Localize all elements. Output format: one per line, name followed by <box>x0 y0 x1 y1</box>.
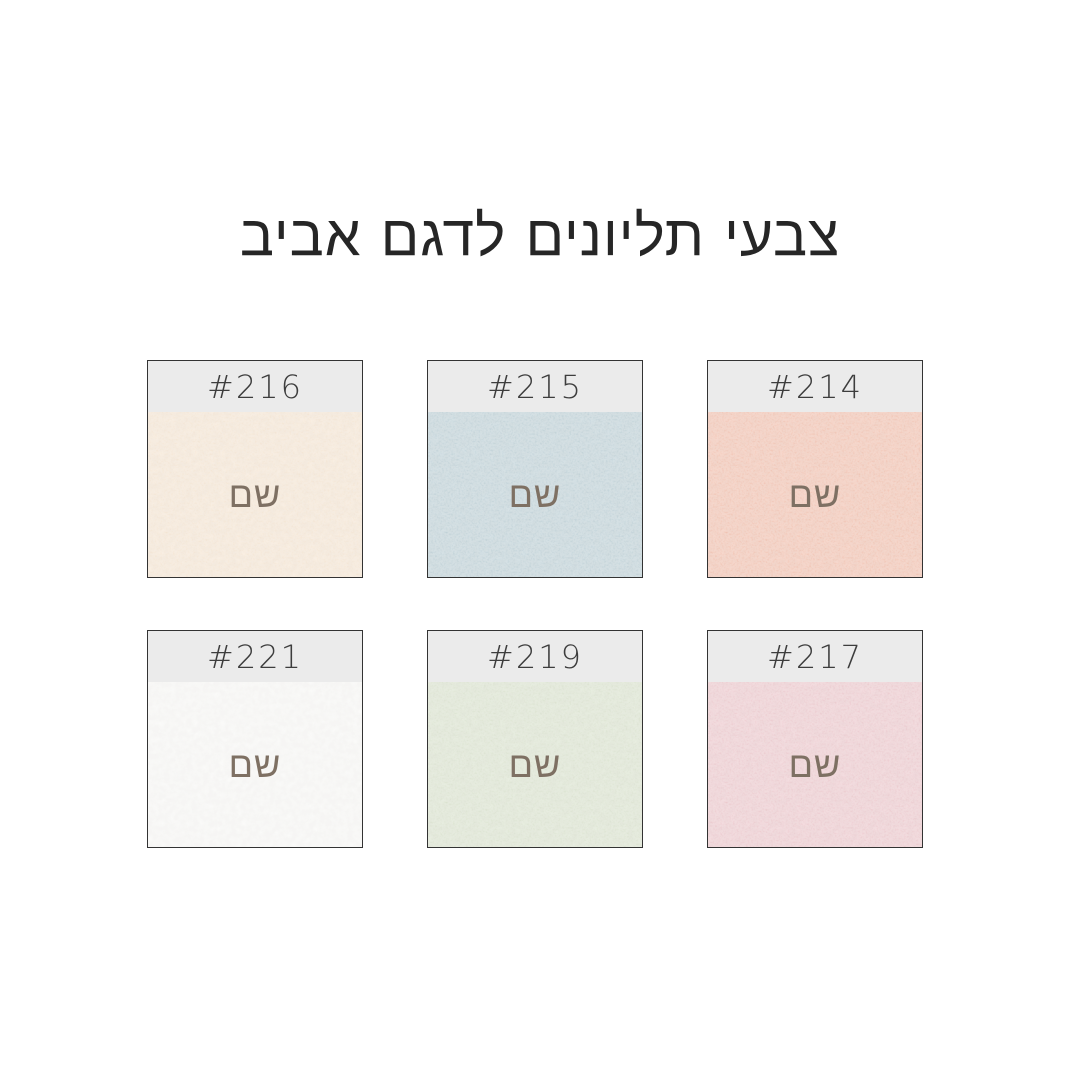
swatch-name-label: שם <box>508 474 562 516</box>
swatch-216: #216 שם <box>147 360 363 578</box>
swatch-color-area: שם <box>708 682 922 847</box>
swatch-color-area: שם <box>148 682 362 847</box>
swatch-color-area: שם <box>708 412 922 577</box>
swatch-221: #221 שם <box>147 630 363 848</box>
swatch-code: #217 <box>767 637 863 676</box>
swatch-code: #215 <box>487 367 583 406</box>
swatch-color-area: שם <box>428 412 642 577</box>
swatch-name-label: שם <box>788 474 842 516</box>
swatch-214: #214 שם <box>707 360 923 578</box>
swatch-code: #214 <box>767 367 863 406</box>
swatch-code-header: #221 <box>148 631 362 682</box>
swatch-code-header: #217 <box>708 631 922 682</box>
swatch-code-header: #216 <box>148 361 362 412</box>
swatch-code: #216 <box>207 367 303 406</box>
page-title: צבעי תליונים לדגם אביב <box>239 203 841 269</box>
swatch-219: #219 שם <box>427 630 643 848</box>
swatch-name-label: שם <box>788 744 842 786</box>
swatch-name-label: שם <box>508 744 562 786</box>
swatch-code: #219 <box>487 637 583 676</box>
swatch-code-header: #214 <box>708 361 922 412</box>
swatch-color-area: שם <box>428 682 642 847</box>
swatch-grid: #216 שם #215 שם #214 שם <box>147 360 923 848</box>
swatch-code-header: #219 <box>428 631 642 682</box>
swatch-code-header: #215 <box>428 361 642 412</box>
swatch-217: #217 שם <box>707 630 923 848</box>
swatch-215: #215 שם <box>427 360 643 578</box>
swatch-code: #221 <box>207 637 303 676</box>
swatch-name-label: שם <box>228 474 282 516</box>
swatch-color-area: שם <box>148 412 362 577</box>
swatch-name-label: שם <box>228 744 282 786</box>
